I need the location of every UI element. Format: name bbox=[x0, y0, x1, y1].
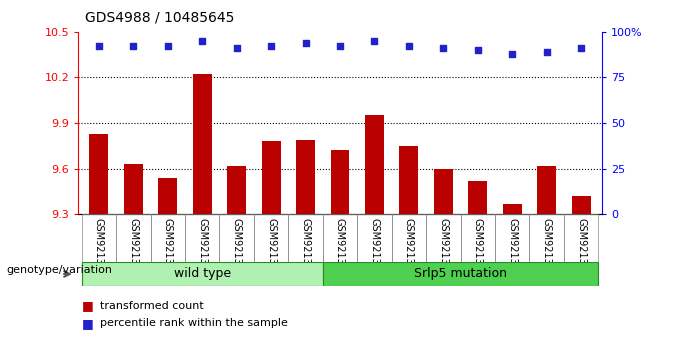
Text: ■: ■ bbox=[82, 317, 93, 330]
Text: GSM921330: GSM921330 bbox=[232, 218, 241, 277]
Point bbox=[266, 44, 277, 49]
Text: wild type: wild type bbox=[173, 268, 231, 280]
Bar bbox=[192, 74, 211, 214]
Bar bbox=[357, 214, 392, 262]
Point bbox=[473, 47, 483, 53]
Bar bbox=[537, 166, 556, 214]
Bar bbox=[495, 214, 530, 262]
Text: GSM921334: GSM921334 bbox=[369, 218, 379, 277]
Bar bbox=[503, 204, 522, 214]
Bar bbox=[150, 214, 185, 262]
Text: ■: ■ bbox=[82, 299, 93, 312]
Point bbox=[507, 51, 517, 57]
Text: GSM921336: GSM921336 bbox=[439, 218, 448, 277]
Bar bbox=[82, 214, 116, 262]
Point bbox=[403, 44, 414, 49]
Text: Srlp5 mutation: Srlp5 mutation bbox=[414, 268, 507, 280]
Text: GSM921339: GSM921339 bbox=[542, 218, 551, 277]
Point bbox=[197, 38, 207, 44]
Bar bbox=[227, 166, 246, 214]
Bar bbox=[158, 178, 177, 214]
Bar bbox=[185, 214, 220, 262]
Bar bbox=[399, 146, 418, 214]
Text: GSM921329: GSM921329 bbox=[197, 218, 207, 277]
Bar bbox=[426, 214, 460, 262]
Point bbox=[93, 44, 104, 49]
Bar bbox=[434, 169, 453, 214]
Bar bbox=[564, 214, 598, 262]
Point bbox=[231, 45, 242, 51]
Bar bbox=[530, 214, 564, 262]
Bar bbox=[330, 150, 350, 214]
Point bbox=[335, 44, 345, 49]
Text: GSM921335: GSM921335 bbox=[404, 218, 414, 277]
Text: GSM921340: GSM921340 bbox=[576, 218, 586, 277]
Bar bbox=[262, 141, 281, 214]
Bar bbox=[365, 115, 384, 214]
Text: GSM921337: GSM921337 bbox=[473, 218, 483, 277]
Point bbox=[438, 45, 449, 51]
Text: GSM921327: GSM921327 bbox=[129, 218, 138, 277]
Text: transformed count: transformed count bbox=[100, 301, 204, 310]
Text: genotype/variation: genotype/variation bbox=[7, 266, 113, 275]
Bar bbox=[82, 262, 323, 286]
Point bbox=[163, 44, 173, 49]
Bar bbox=[116, 214, 150, 262]
Bar bbox=[572, 196, 591, 214]
Text: GDS4988 / 10485645: GDS4988 / 10485645 bbox=[85, 11, 235, 25]
Text: GSM921331: GSM921331 bbox=[266, 218, 276, 277]
Text: GSM921333: GSM921333 bbox=[335, 218, 345, 277]
Text: GSM921332: GSM921332 bbox=[301, 218, 311, 277]
Point bbox=[128, 44, 139, 49]
Bar bbox=[296, 140, 315, 214]
Text: GSM921326: GSM921326 bbox=[94, 218, 104, 277]
Bar bbox=[392, 214, 426, 262]
Point bbox=[369, 38, 380, 44]
Bar bbox=[323, 214, 357, 262]
Point bbox=[300, 40, 311, 46]
Bar bbox=[323, 262, 598, 286]
Bar bbox=[460, 214, 495, 262]
Bar bbox=[124, 164, 143, 214]
Point bbox=[541, 49, 552, 55]
Bar bbox=[469, 181, 488, 214]
Bar bbox=[220, 214, 254, 262]
Bar bbox=[89, 134, 108, 214]
Bar bbox=[254, 214, 288, 262]
Point bbox=[576, 45, 587, 51]
Text: GSM921338: GSM921338 bbox=[507, 218, 517, 277]
Text: percentile rank within the sample: percentile rank within the sample bbox=[100, 318, 288, 328]
Bar bbox=[288, 214, 323, 262]
Text: GSM921328: GSM921328 bbox=[163, 218, 173, 277]
